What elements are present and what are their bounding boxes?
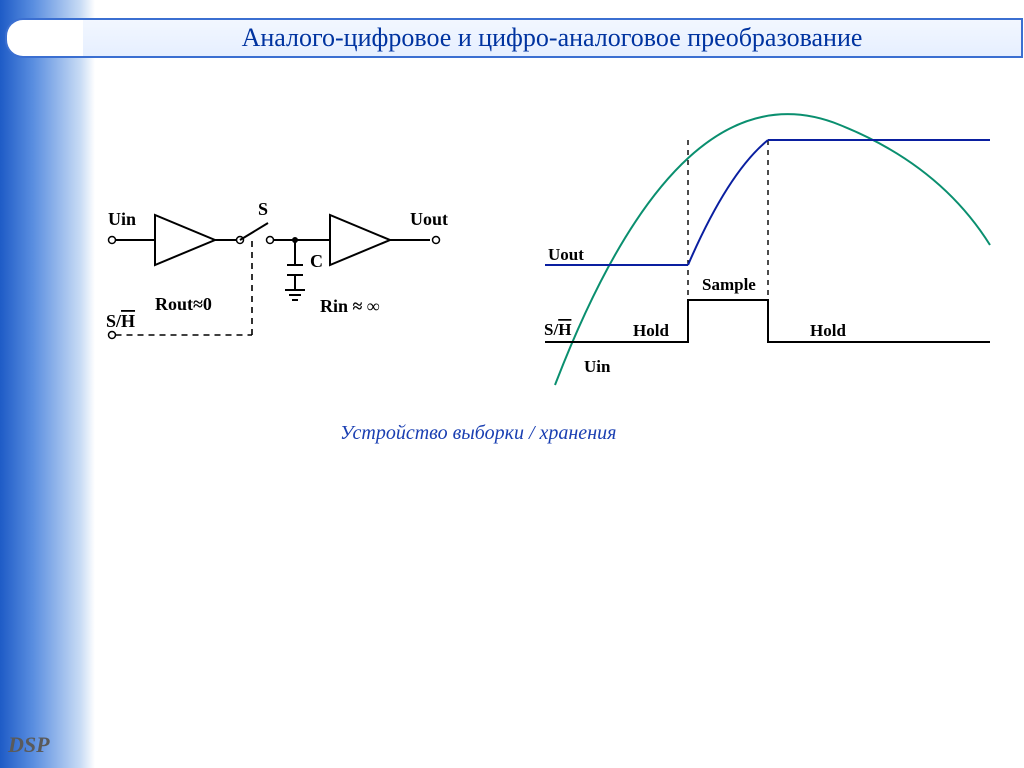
svg-text:S/H: S/H xyxy=(106,311,135,331)
sidebar-gradient xyxy=(0,0,95,768)
title-tab xyxy=(5,18,85,58)
svg-text:Hold: Hold xyxy=(633,321,669,340)
diagram-caption: Устройство выборки / хранения xyxy=(340,422,616,445)
timing-diagram: Uout Uin Sample Hold Hold S/H xyxy=(520,110,1020,400)
svg-text:S: S xyxy=(258,199,268,219)
footer-dsp: DSP xyxy=(8,732,50,758)
svg-text:Uin: Uin xyxy=(584,357,611,376)
svg-text:Uin: Uin xyxy=(108,209,136,229)
title-bar: Аналого-цифровое и цифро-аналоговое прео… xyxy=(83,18,1023,58)
svg-text:Rout≈0: Rout≈0 xyxy=(155,294,212,314)
svg-text:Sample: Sample xyxy=(702,275,756,294)
svg-text:Rin ≈ ∞: Rin ≈ ∞ xyxy=(320,296,380,316)
svg-text:Uout: Uout xyxy=(410,209,448,229)
svg-text:S/H: S/H xyxy=(544,320,571,339)
svg-text:Hold: Hold xyxy=(810,321,846,340)
svg-text:C: C xyxy=(310,251,323,271)
svg-text:Uout: Uout xyxy=(548,245,584,264)
circuit-diagram: Uin S Uout C Rout≈0 Rin ≈ ∞ S/H xyxy=(100,195,500,365)
page-title: Аналого-цифровое и цифро-аналоговое прео… xyxy=(242,23,863,53)
